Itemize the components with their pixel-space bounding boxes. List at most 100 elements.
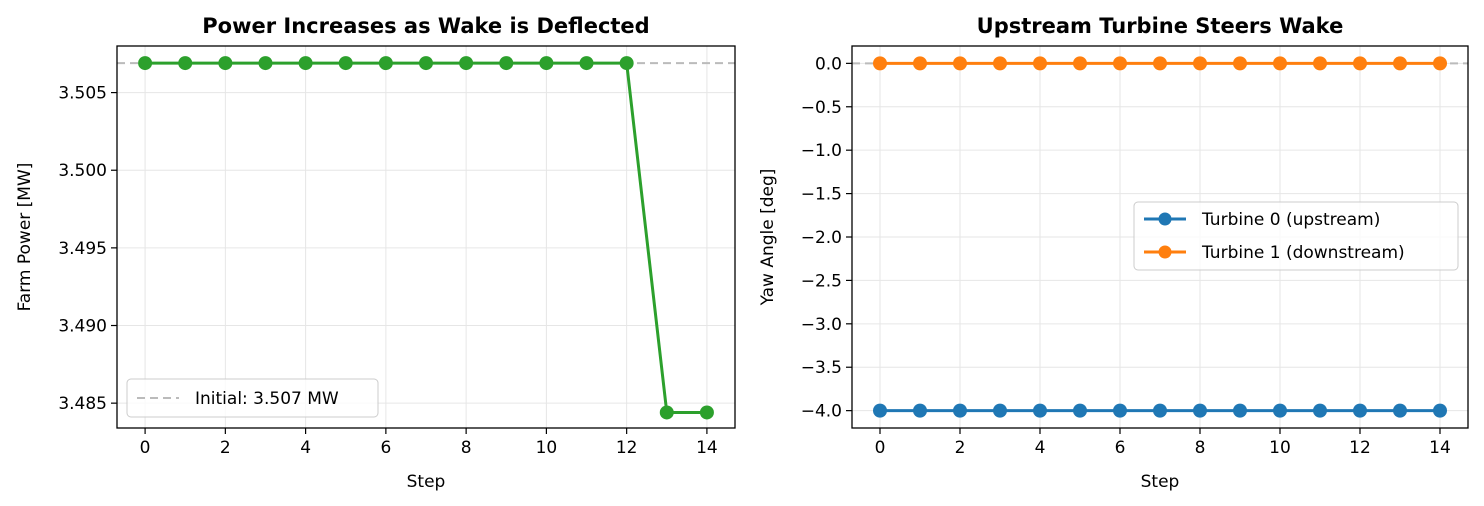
- power-chart-grid: [117, 46, 735, 428]
- yaw-chart-x-tick-label: 2: [955, 438, 966, 458]
- power-chart-x-tick-label: 4: [300, 438, 311, 458]
- power-chart-x-tick-label: 2: [220, 438, 231, 458]
- yaw-chart-y-tick-label: −2.0: [801, 228, 842, 248]
- power-chart-frame: [116, 45, 736, 429]
- yaw-chart-series: [873, 56, 1447, 418]
- yaw-chart-series-0-point: [1073, 403, 1087, 418]
- power-chart-legend-label: Initial: 3.507 MW: [195, 389, 339, 409]
- yaw-chart-series-0-point: [1193, 403, 1207, 418]
- yaw-chart-series-1-point: [1073, 56, 1087, 71]
- power-chart-series-0-point: [378, 56, 393, 71]
- power-chart-x-tick-label: 8: [461, 438, 472, 458]
- power-chart-series-0-point: [659, 405, 674, 420]
- yaw-chart-y-tick-label: −1.0: [801, 141, 842, 161]
- yaw-chart-x-tick-label: 14: [1429, 438, 1451, 458]
- yaw-chart-series-1-point: [913, 56, 927, 71]
- yaw-chart-series-0-point: [1153, 403, 1167, 418]
- yaw-chart-y-tick-label: −2.5: [801, 271, 842, 291]
- yaw-chart-series-1-point: [1033, 56, 1047, 71]
- yaw-chart-series-0-point: [1273, 403, 1287, 418]
- yaw-chart-legend: Turbine 0 (upstream) Turbine 1 (downstre…: [1133, 201, 1459, 271]
- power-chart-x-tick-label: 14: [696, 438, 718, 458]
- power-chart-series-0-point: [338, 56, 353, 71]
- power-chart-y-tick-label: 3.495: [58, 239, 107, 259]
- power-chart-series: [138, 56, 714, 420]
- yaw-chart-series-1-point: [953, 56, 967, 71]
- power-chart-series-0-point: [699, 405, 714, 420]
- power-chart-series-0-point: [178, 56, 193, 71]
- power-chart-series-0-point: [419, 56, 433, 71]
- power-chart-series-0-point: [579, 56, 594, 71]
- yaw-chart-legend-label-0: Turbine 0 (upstream): [1201, 210, 1380, 230]
- yaw-chart-series-1-point: [993, 56, 1007, 71]
- power-chart-x-ticks: 0 2 4 6 8 10 12 14: [140, 428, 718, 458]
- yaw-chart-y-tick-label: −3.5: [801, 358, 842, 378]
- yaw-chart-x-tick-label: 4: [1035, 438, 1046, 458]
- yaw-chart-series-1-point: [1153, 56, 1167, 71]
- power-chart-series-0-point: [258, 56, 273, 71]
- power-chart-series-0-point: [539, 56, 554, 71]
- yaw-chart-x-label: Step: [1141, 472, 1180, 492]
- yaw-chart-series-1-point: [1313, 56, 1327, 71]
- yaw-chart-series-0-point: [1433, 403, 1447, 418]
- power-chart-series-0-line: [145, 61, 707, 414]
- yaw-chart-series-1-point: [873, 56, 887, 71]
- yaw-chart-x-tick-label: 10: [1269, 438, 1291, 458]
- yaw-chart-series-0-point: [1353, 403, 1367, 418]
- yaw-chart-x-tick-label: 0: [875, 438, 886, 458]
- power-chart-y-label: Farm Power [MW]: [15, 163, 35, 312]
- yaw-chart-series-0-point: [1113, 403, 1127, 418]
- yaw-chart-title: Upstream Turbine Steers Wake: [977, 14, 1344, 38]
- yaw-chart-series-0-point: [953, 403, 967, 418]
- power-chart-y-tick-label: 3.500: [58, 161, 107, 181]
- yaw-chart-series-1-point: [1433, 56, 1447, 71]
- power-chart: Power Increases as Wake is Deflected 0 2 4…: [15, 14, 736, 492]
- yaw-chart-y-ticks: 0.0 −0.5 −1.0 −1.5 −2.0 −2.5 −3.0 −3.5 −4.0: [801, 54, 852, 422]
- power-chart-series-0-point: [459, 56, 474, 71]
- power-chart-x-tick-label: 6: [380, 438, 391, 458]
- power-chart-y-tick-label: 3.505: [58, 84, 107, 104]
- power-chart-y-ticks: 3.485 3.490 3.495 3.500 3.505: [58, 84, 117, 414]
- yaw-chart-series-1-point: [1273, 56, 1287, 71]
- power-chart-series-0-point: [138, 56, 153, 71]
- yaw-chart-series-0-point: [913, 403, 927, 418]
- yaw-chart-series-0-point: [1393, 403, 1407, 418]
- power-chart-y-tick-label: 3.485: [58, 394, 107, 414]
- power-chart-series-0-point: [499, 56, 514, 71]
- yaw-chart-legend-box: [1133, 201, 1459, 271]
- yaw-chart-y-label: Yaw Angle [deg]: [758, 169, 778, 307]
- yaw-chart-y-tick-label: 0.0: [815, 54, 842, 74]
- yaw-chart-y-tick-label: −4.0: [801, 402, 842, 422]
- power-chart-x-label: Step: [407, 472, 446, 492]
- yaw-chart-series-1-point: [1193, 56, 1207, 71]
- power-chart-legend: Initial: 3.507 MW: [126, 378, 379, 418]
- power-chart-x-tick-label: 12: [616, 438, 638, 458]
- yaw-chart-y-tick-label: −0.5: [801, 98, 842, 118]
- yaw-chart-x-tick-label: 12: [1349, 438, 1371, 458]
- yaw-chart-series-0-point: [873, 403, 887, 418]
- yaw-chart-series-0-point: [993, 403, 1007, 418]
- yaw-chart-legend-marker-0: [1158, 212, 1172, 226]
- yaw-chart-x-tick-label: 8: [1195, 438, 1206, 458]
- yaw-chart-legend-label-1: Turbine 1 (downstream): [1201, 243, 1405, 263]
- yaw-chart-series-0-point: [1233, 403, 1247, 418]
- yaw-chart-x-ticks: 0 2 4 6 8 10 12 14: [875, 428, 1451, 458]
- yaw-chart-y-tick-label: −3.0: [801, 315, 842, 335]
- yaw-chart-series-0-point: [1313, 403, 1327, 418]
- power-chart-x-tick-label: 10: [536, 438, 558, 458]
- power-chart-title: Power Increases as Wake is Deflected: [202, 14, 649, 38]
- yaw-chart-x-tick-label: 6: [1115, 438, 1126, 458]
- yaw-chart-series-1-point: [1353, 56, 1367, 71]
- yaw-chart-series-1-point: [1393, 56, 1407, 71]
- yaw-chart-legend-marker-1: [1158, 245, 1172, 259]
- power-chart-series-0-point: [218, 56, 233, 71]
- yaw-chart-series-1-point: [1113, 56, 1127, 71]
- yaw-chart-series-0-point: [1033, 403, 1047, 418]
- power-chart-series-0-point: [298, 56, 313, 71]
- power-chart-y-tick-label: 3.490: [58, 317, 107, 337]
- yaw-chart: Upstream Turbine Steers Wake 0 2 4 6 8 10 12 14…: [758, 14, 1469, 492]
- power-chart-legend-box: [126, 378, 379, 418]
- power-chart-series-0-point: [619, 56, 634, 71]
- power-chart-x-tick-label: 0: [140, 438, 151, 458]
